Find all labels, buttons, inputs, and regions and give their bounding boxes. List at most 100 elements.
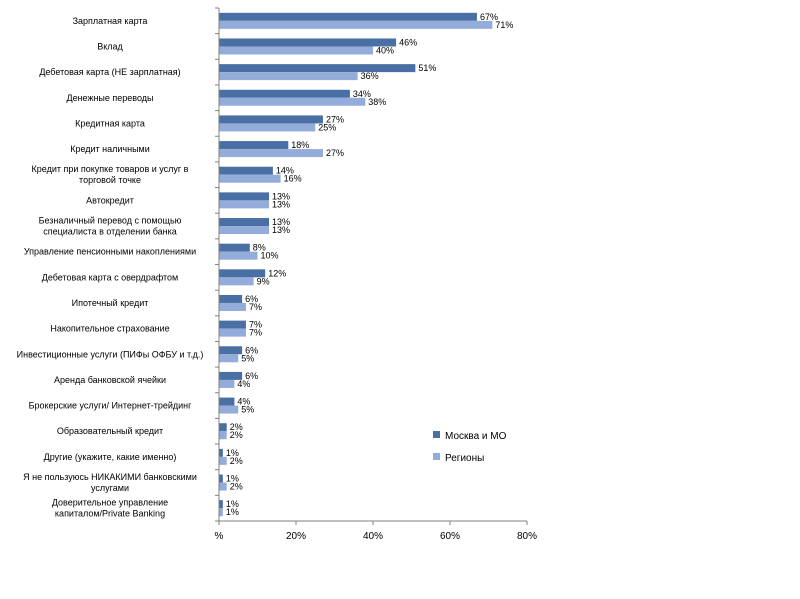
category-label: Другие (укажите, какие именно) [44, 452, 177, 462]
bar [219, 20, 493, 29]
x-tick-label: % [215, 531, 224, 542]
value-label: 12% [268, 268, 286, 278]
category-label: Безналичный перевод с помощью специалиста… [39, 216, 182, 237]
value-label: 7% [249, 320, 262, 330]
value-label: 25% [318, 122, 336, 132]
bar [219, 64, 416, 73]
category-labels: Зарплатная карта Вклад Дебетовая карта (НЕ… [17, 16, 204, 519]
value-label: 10% [261, 251, 279, 261]
value-label: 13% [272, 191, 290, 201]
bar [219, 328, 246, 337]
bar [219, 448, 223, 457]
category-label: Образовательный кредит [57, 426, 163, 436]
value-label: 2% [230, 456, 243, 466]
bar [219, 141, 289, 150]
x-axis-ticks: % 20% 40% 60% 80% [215, 7, 537, 542]
bar [219, 115, 323, 124]
bar [219, 200, 270, 209]
bar [219, 397, 235, 406]
value-label: 2% [230, 430, 243, 440]
category-label: Зарплатная карта [73, 16, 148, 26]
value-label: 6% [245, 294, 258, 304]
category-label: Кредитная карта [75, 118, 145, 128]
category-label: Дебетовая карта (НЕ зарплатная) [39, 67, 180, 77]
bar [219, 12, 477, 21]
category-label: Накопительное страхование [50, 324, 169, 334]
bar [219, 149, 323, 158]
value-label: 14% [276, 166, 294, 176]
value-label: 1% [226, 474, 239, 484]
bar [219, 46, 373, 55]
bar [219, 320, 246, 329]
value-label: 13% [272, 217, 290, 227]
category-label: Я не пользуюсь НИКАКИМИ банковскими услуг… [23, 472, 197, 493]
value-label: 1% [226, 499, 239, 509]
value-label: 46% [399, 37, 417, 47]
value-label: 9% [257, 276, 270, 286]
category-label: Инвестиционные услуги (ПИФы ОФБУ и т.д.) [17, 349, 204, 359]
category-label: Брокерские услуги/ Интернет-трейдинг [29, 401, 193, 411]
bar [219, 431, 227, 440]
value-label: 6% [245, 371, 258, 381]
value-label: 1% [226, 507, 239, 517]
x-tick-label: 40% [363, 531, 383, 542]
value-label: 40% [376, 45, 394, 55]
category-label: Автокредит [86, 195, 134, 205]
bar [219, 166, 273, 175]
category-label: Ипотечный кредит [72, 298, 149, 308]
bar [219, 379, 235, 388]
bar [219, 174, 281, 183]
value-label: 1% [226, 448, 239, 458]
value-label: 51% [418, 63, 436, 73]
x-tick-label: 60% [440, 531, 460, 542]
bar [219, 371, 243, 380]
category-label: Кредит наличными [70, 144, 150, 154]
value-label: 5% [241, 405, 254, 415]
legend: Москва и МО Регионы [433, 431, 507, 464]
value-label: 27% [326, 114, 344, 124]
bar [219, 97, 366, 106]
x-tick-label: 20% [286, 531, 306, 542]
value-label: 16% [284, 174, 302, 184]
legend-label-moscow: Москва и МО [445, 431, 507, 442]
legend-swatch-regions [433, 453, 440, 460]
value-label: 13% [272, 199, 290, 209]
bar [219, 423, 227, 432]
value-label: 13% [272, 225, 290, 235]
bar [219, 482, 227, 491]
category-label: Вклад [97, 41, 123, 51]
bar [219, 294, 243, 303]
value-label: 8% [253, 243, 266, 253]
value-label: 36% [361, 71, 379, 81]
bar [219, 474, 223, 483]
bar [219, 243, 250, 252]
bar [219, 508, 223, 517]
bar [219, 123, 316, 132]
legend-swatch-moscow [433, 431, 440, 438]
bar [219, 500, 223, 509]
category-label: Дебетовая карта с овердрафтом [42, 272, 179, 282]
x-tick-label: 80% [517, 531, 537, 542]
value-label: 4% [237, 397, 250, 407]
bar [219, 192, 270, 201]
value-label: 4% [237, 379, 250, 389]
bar [219, 456, 227, 465]
bar [219, 302, 246, 311]
value-label: 2% [230, 422, 243, 432]
category-label: Кредит при покупке товаров и услуг в торг… [32, 164, 189, 185]
value-label: 67% [480, 12, 498, 22]
category-label: Аренда банковской ячейки [54, 375, 166, 385]
legend-label-regions: Регионы [445, 453, 484, 464]
value-label: 38% [368, 97, 386, 107]
value-label: 34% [353, 89, 371, 99]
bar [219, 38, 397, 47]
category-label: Управление пенсионными накоплениями [24, 247, 196, 257]
category-label: Денежные переводы [66, 93, 153, 103]
bar [219, 277, 254, 286]
value-label: 6% [245, 345, 258, 355]
bar [219, 89, 350, 98]
category-label: Доверительное управление капиталом/Privat… [52, 498, 168, 519]
bar [219, 226, 270, 235]
value-label: 27% [326, 148, 344, 158]
